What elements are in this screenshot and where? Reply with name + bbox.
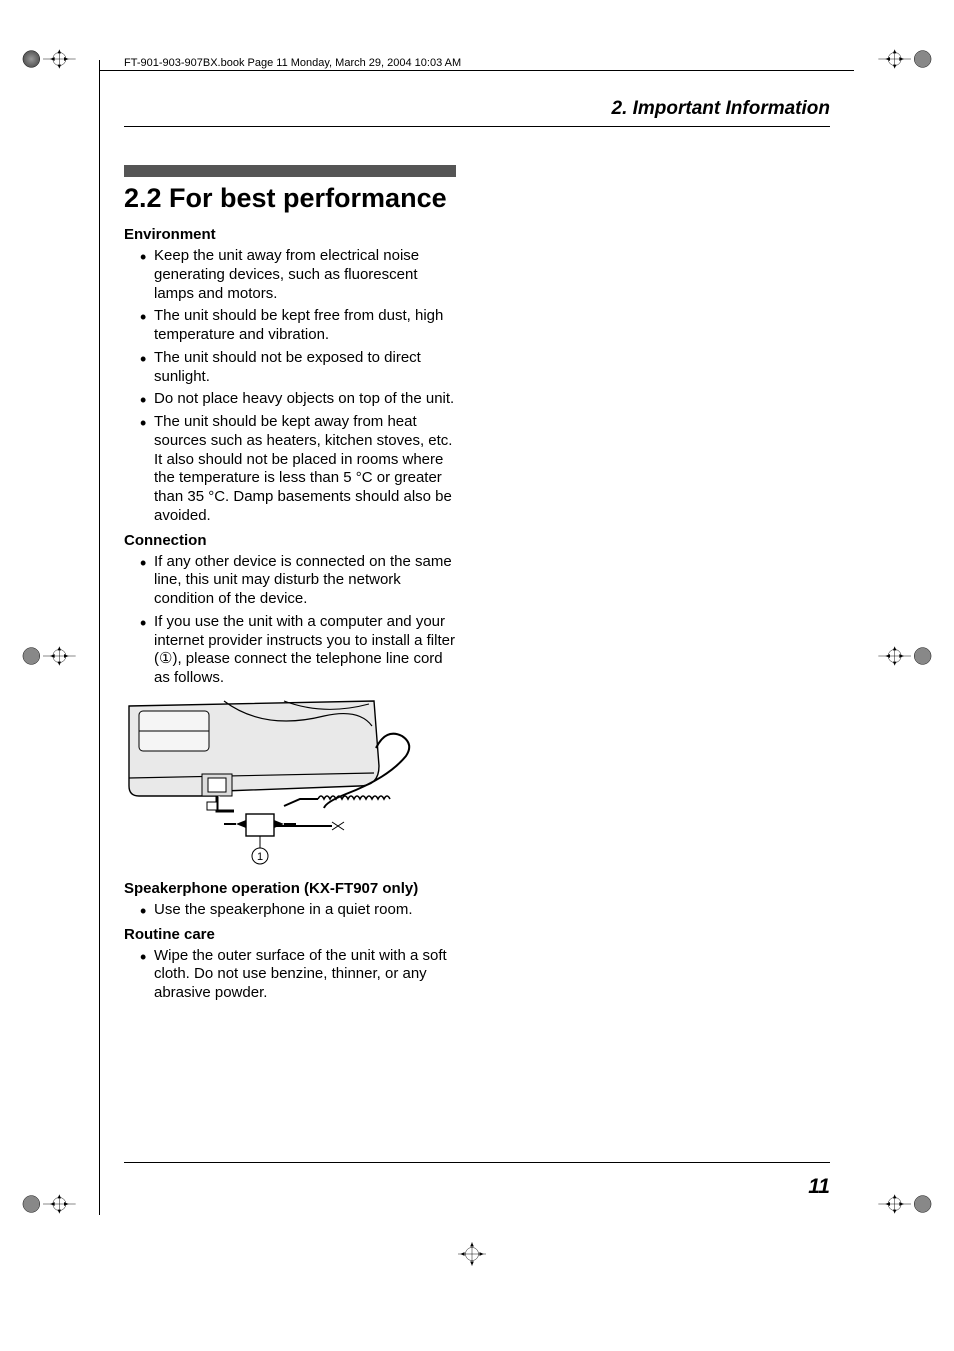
crop-line-top	[82, 38, 872, 58]
footer-rule	[124, 1162, 830, 1163]
reg-mark-icon	[18, 45, 82, 73]
subhead-speaker: Speakerphone operation (KX-FT907 only)	[124, 880, 459, 897]
callout-number: 1	[257, 851, 263, 863]
list-item: The unit should be kept free from dust, …	[140, 307, 459, 345]
list-item: The unit should be kept away from heat s…	[140, 413, 459, 526]
speaker-list: Use the speakerphone in a quiet room.	[124, 901, 459, 920]
chapter-title: 2. Important Information	[612, 98, 831, 119]
reg-mark-icon	[872, 1190, 936, 1218]
connection-list: If any other device is connected on the …	[124, 553, 459, 688]
book-meta-line: FT-901-903-907BX.book Page 11 Monday, Ma…	[124, 57, 461, 69]
list-item: The unit should not be exposed to direct…	[140, 349, 459, 387]
meta-rule	[100, 70, 854, 71]
reg-mark-icon	[440, 1240, 504, 1268]
reg-mark-icon	[18, 642, 82, 670]
environment-list: Keep the unit away from electrical noise…	[124, 247, 459, 526]
content-column: 2.2 For best performance Environment Kee…	[124, 165, 459, 1007]
section-bar	[124, 165, 456, 177]
list-item: If any other device is connected on the …	[140, 553, 459, 609]
reg-mark-icon	[872, 45, 936, 73]
chapter-header: 2. Important Information	[124, 98, 830, 127]
subhead-environment: Environment	[124, 226, 459, 243]
list-item: Wipe the outer surface of the unit with …	[140, 947, 459, 1003]
list-item: Use the speakerphone in a quiet room.	[140, 901, 459, 920]
connection-illustration: 1	[124, 696, 459, 870]
routine-list: Wipe the outer surface of the unit with …	[124, 947, 459, 1003]
subhead-connection: Connection	[124, 532, 459, 549]
subhead-routine: Routine care	[124, 926, 459, 943]
telephone-filter-diagram: 1	[124, 696, 429, 866]
list-item: Keep the unit away from electrical noise…	[140, 247, 459, 303]
crop-line-left	[99, 60, 100, 1215]
list-item: If you use the unit with a computer and …	[140, 613, 459, 688]
list-item: Do not place heavy objects on top of the…	[140, 390, 459, 409]
reg-mark-icon	[18, 1190, 82, 1218]
section-title: 2.2 For best performance	[124, 183, 459, 214]
reg-mark-icon	[872, 642, 936, 670]
page-number: 11	[808, 1175, 830, 1199]
